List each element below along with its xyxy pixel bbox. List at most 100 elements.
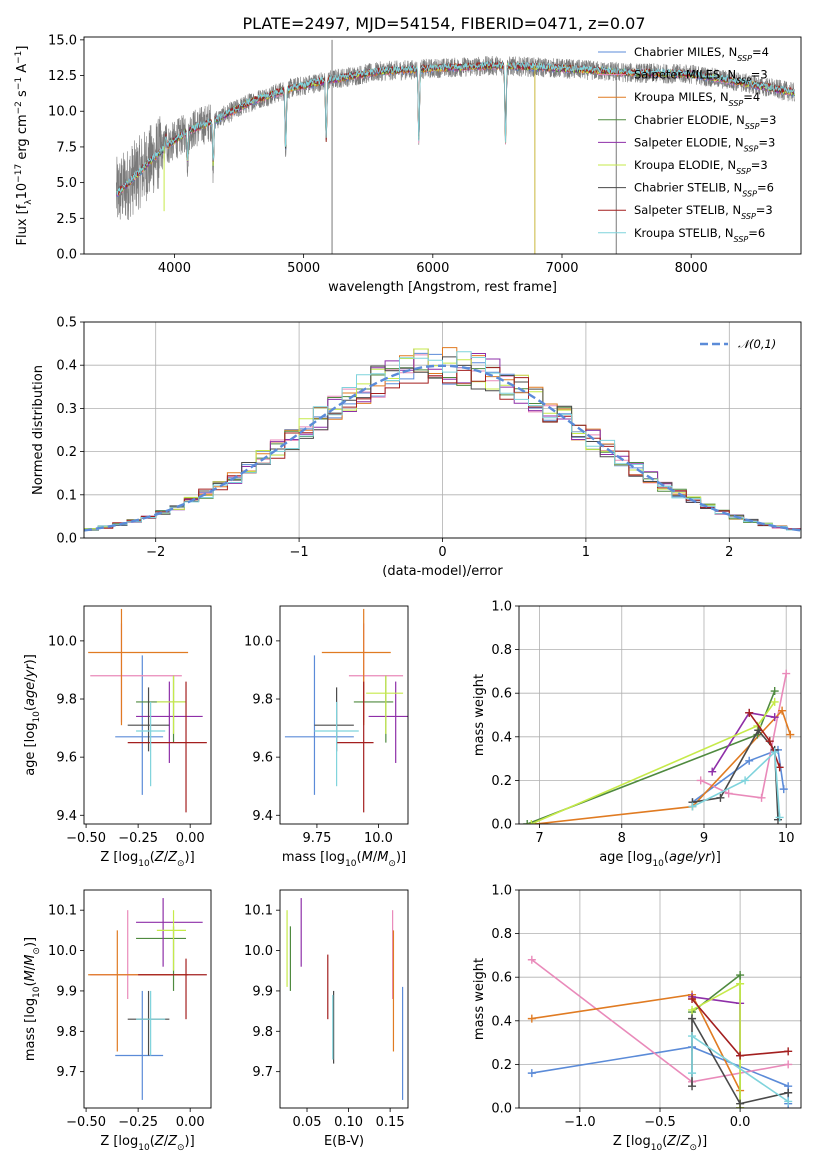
age_vs_mass-axes: 9.75 10.0 9.4 9.6 9.8 10.0 <box>244 634 393 846</box>
y-tick-label: 0.0 <box>56 532 77 547</box>
age_vs_Z-axes: −0.50 −0.25 0.00 9.4 9.6 9.8 10.0 <box>48 634 205 846</box>
y-tick-label: 0.2 <box>56 445 77 460</box>
legend-entry: Chabrier STELIB, NSSP=6 <box>634 181 774 199</box>
spectrum-model-line <box>116 60 795 195</box>
figure-title: PLATE=2497, MJD=54154, FIBERID=0471, z=0… <box>242 14 645 33</box>
y-tick-label: 0.3 <box>56 402 77 417</box>
x-tick-label: 0 <box>438 545 446 560</box>
y-tick-label: 10.0 <box>244 634 273 649</box>
gaussian-curve <box>84 364 801 532</box>
legend-entry: Kroupa STELIB, NSSP=6 <box>634 226 765 244</box>
x-tick-label: 8 <box>618 831 626 846</box>
errorbar-chabrier-miles <box>115 990 164 1100</box>
spectrum-model-line <box>116 61 795 197</box>
mass_vs_Z-xlabel: Z [log10(Z/Z⊙)] <box>100 1134 194 1153</box>
y-tick-label: 10.1 <box>48 904 77 919</box>
errorbar-salpeter-elodie <box>368 681 408 763</box>
spectrum-model-line <box>116 61 795 194</box>
mass_weight_vs_age-xlabel: age [log10(age/yr)] <box>599 850 721 869</box>
series-point <box>688 1005 697 1014</box>
mass_weight_vs_Z-lines <box>527 955 793 1108</box>
series-point <box>688 1069 697 1078</box>
spectrum-lines <box>116 39 795 254</box>
errorbar-salpeter-elodie <box>136 681 203 763</box>
x-tick-label: −0.25 <box>118 831 158 846</box>
mass_vs_Z-frame <box>83 889 212 1109</box>
errorbar-kroupa-stelib <box>136 701 166 787</box>
spectrum-frame <box>83 36 802 255</box>
y-tick-label: 2.5 <box>56 212 77 227</box>
errorbar-kroupa-stelib <box>136 990 166 1056</box>
age_vs_mass-frame <box>279 605 409 825</box>
errorbar-kroupa-elodie <box>366 675 404 734</box>
mass_vs_Z-axes: −0.50 −0.25 0.00 9.7 9.8 9.9 10.0 10.1 <box>48 904 205 1130</box>
series-point <box>688 995 697 1003</box>
legend-entry: Salpeter ELODIE, NSSP=3 <box>634 135 775 153</box>
legend-entry: Chabrier MILES, NSSP=4 <box>634 45 769 63</box>
series-point <box>786 730 795 739</box>
mass_weight_vs_age-axes: 7 8 9 10 0.0 0.2 0.4 0.6 0.8 1.0 <box>491 600 801 846</box>
series-point <box>696 776 705 785</box>
series-point <box>784 1047 793 1056</box>
age_vs_Z-xlabel: Z [log10(Z/Z⊙)] <box>100 850 194 869</box>
series-kroupa-elodie <box>530 701 776 824</box>
y-tick-label: 10.1 <box>244 904 273 919</box>
x-tick-label: 9 <box>700 831 708 846</box>
x-tick-label: 0.0 <box>730 1115 751 1130</box>
x-tick-label: 0.15 <box>376 1115 405 1130</box>
series-point <box>736 971 745 980</box>
y-tick-label: 9.7 <box>252 1065 273 1080</box>
x-tick-label: 5000 <box>287 261 320 276</box>
mass_vs_Z-errorbars <box>88 898 207 1100</box>
mass_weight_vs_age-ylabel: mass weight <box>472 674 487 756</box>
y-tick-label: 1.0 <box>491 884 512 899</box>
y-tick-label: 7.5 <box>56 140 77 155</box>
age_vs_mass-errorbars <box>284 608 408 813</box>
mass_weight_vs_Z-xlabel: Z [log10(Z/Z⊙)] <box>613 1134 707 1153</box>
y-tick-label: 0.4 <box>491 1014 512 1029</box>
x-tick-label: 0.00 <box>176 831 205 846</box>
series-point <box>745 708 754 717</box>
series-salpeter-miles <box>700 673 787 799</box>
errorbar-chabrier-elodie <box>136 675 187 743</box>
legend-entry: Kroupa ELODIE, NSSP=3 <box>634 158 768 176</box>
series-point <box>724 789 733 798</box>
y-tick-label: 10.0 <box>48 105 77 120</box>
y-tick-label: 9.9 <box>252 984 273 999</box>
y-tick-label: 9.4 <box>56 809 77 824</box>
series-point <box>523 820 532 824</box>
series-point <box>782 669 791 678</box>
series-point <box>784 1060 793 1069</box>
errorbar-kroupa-elodie <box>156 910 187 971</box>
y-tick-label: 5.0 <box>56 176 77 191</box>
spectrum-model-line <box>116 60 795 195</box>
series-point <box>741 776 750 785</box>
errorbar-chabrier-stelib <box>127 687 170 752</box>
mass_vs_EBV-axes: 0.05 0.10 0.15 9.7 9.8 9.9 10.0 10.1 <box>244 904 405 1130</box>
x-tick-label: 1 <box>582 545 590 560</box>
x-tick-label: 7 <box>535 831 543 846</box>
y-tick-label: 10.0 <box>48 944 77 959</box>
x-tick-label: 0.00 <box>176 1115 205 1130</box>
y-tick-label: 10.0 <box>48 634 77 649</box>
series-point <box>779 785 788 794</box>
series-point <box>688 802 697 811</box>
errorbar-kroupa-elodie <box>156 675 187 734</box>
series-point <box>527 1014 536 1023</box>
x-tick-label: −1.0 <box>564 1115 596 1130</box>
spectrum-model-line <box>116 62 795 197</box>
series-point <box>708 767 717 776</box>
mass_weight_vs_age-lines <box>523 669 795 824</box>
spectrum-model-line <box>116 62 795 196</box>
x-tick-label: 10.0 <box>364 831 393 846</box>
y-tick-label: 0.8 <box>491 643 512 658</box>
x-tick-label: −1 <box>290 545 309 560</box>
y-tick-label: 0.6 <box>491 687 512 702</box>
errorbar-kroupa-miles <box>321 608 391 726</box>
series-point <box>770 697 779 706</box>
histogram-steps <box>84 347 801 532</box>
histogram-salpeter-stelib <box>84 367 801 531</box>
age_vs_Z-errorbars <box>88 608 207 813</box>
y-tick-label: 12.5 <box>48 69 77 84</box>
